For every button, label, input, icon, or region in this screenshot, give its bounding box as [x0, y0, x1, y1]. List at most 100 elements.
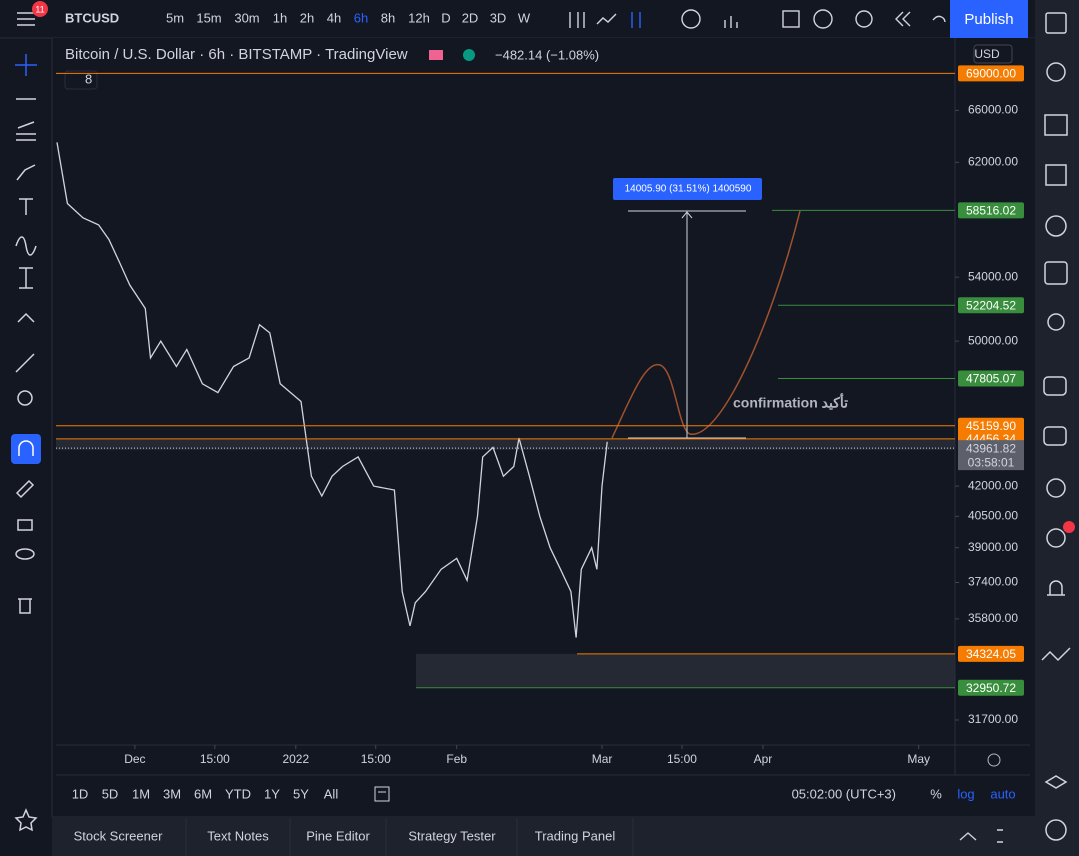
interval[interactable]: 30m	[234, 10, 259, 25]
publish-button[interactable]	[950, 0, 1028, 38]
y-tick-label: 62000.00	[968, 154, 1018, 168]
currency-button[interactable]	[973, 44, 1013, 64]
interval[interactable]: 2D	[462, 10, 479, 25]
alerts[interactable]	[1046, 62, 1066, 82]
publish-label[interactable]: Publish	[964, 11, 1013, 28]
indicators-toggle[interactable]	[64, 70, 98, 90]
favorites[interactable]	[14, 808, 38, 832]
level-label: 47805.07	[966, 372, 1016, 386]
indicator-count[interactable]: 8	[85, 71, 92, 86]
undo[interactable]	[932, 15, 946, 23]
indicators[interactable]	[724, 16, 738, 28]
panel-tab[interactable]: Stock Screener	[74, 828, 164, 843]
range-button[interactable]: All	[324, 786, 339, 801]
interval[interactable]: D	[441, 10, 450, 25]
ruler-tool[interactable]	[15, 353, 35, 373]
range-button[interactable]: YTD	[225, 786, 251, 801]
trading[interactable]	[1041, 647, 1071, 662]
panel-controls[interactable]	[959, 829, 1003, 843]
interval[interactable]: 1h	[273, 10, 287, 25]
zoom-tool[interactable]	[17, 390, 33, 406]
interval[interactable]: 2h	[300, 10, 314, 25]
interval[interactable]: 5m	[166, 10, 184, 25]
flag	[429, 50, 443, 60]
chat[interactable]	[1043, 426, 1067, 446]
range-button[interactable]: 1D	[72, 786, 89, 801]
streams[interactable]	[1046, 528, 1066, 548]
y-tick-label: 42000.00	[968, 478, 1018, 492]
trash-tool[interactable]	[18, 598, 32, 614]
y-tick-label: 66000.00	[968, 103, 1018, 117]
symbol-alert[interactable]	[813, 9, 833, 29]
symbol[interactable]: BTCUSD	[65, 10, 119, 25]
data-window[interactable]	[1045, 164, 1067, 186]
replay[interactable]	[895, 11, 911, 27]
scale-option[interactable]: log	[957, 786, 974, 801]
crosshair-tool[interactable]	[15, 54, 37, 76]
chart-style[interactable]	[569, 12, 585, 28]
panel-tab[interactable]: Trading Panel	[535, 828, 616, 843]
x-tick-label: 15:00	[361, 752, 391, 766]
help[interactable]	[1045, 819, 1067, 841]
alert[interactable]	[855, 10, 873, 28]
panel-tab[interactable]: Pine Editor	[306, 828, 370, 843]
lock-draw-tool[interactable]	[15, 479, 35, 499]
magnet-tool[interactable]	[11, 434, 41, 464]
interval[interactable]: 6h	[354, 10, 368, 25]
fib-tool[interactable]	[16, 121, 36, 141]
interval[interactable]: 15m	[196, 10, 221, 25]
x-tick-label: Apr	[754, 752, 773, 766]
bar-style[interactable]	[631, 12, 641, 28]
pattern-tool[interactable]	[15, 236, 37, 256]
x-tick-label: Dec	[124, 752, 145, 766]
interval[interactable]: W	[518, 10, 531, 25]
interval[interactable]: 12h	[408, 10, 430, 25]
hotlist[interactable]	[1045, 215, 1067, 237]
settings[interactable]	[987, 753, 1001, 767]
currency[interactable]: USD	[974, 47, 1000, 61]
market-status	[463, 49, 475, 61]
layers[interactable]	[1044, 775, 1068, 789]
chats[interactable]	[1043, 376, 1067, 396]
line-style[interactable]	[596, 13, 617, 25]
level-label-bg	[958, 65, 1024, 82]
eye-tool[interactable]	[15, 548, 35, 560]
menu-icon[interactable]	[17, 12, 35, 26]
lock-tool[interactable]	[17, 519, 33, 531]
range-button[interactable]: 1M	[132, 786, 150, 801]
measure-tool[interactable]	[19, 267, 33, 289]
level-label: 52204.52	[966, 298, 1016, 312]
right-icons	[1041, 12, 1071, 841]
compare[interactable]	[681, 9, 701, 29]
brush-tool[interactable]	[17, 312, 35, 323]
date-range[interactable]	[374, 786, 390, 802]
news[interactable]	[1044, 114, 1068, 136]
chart-title: Bitcoin / U.S. Dollar · 6h · BITSTAMP · …	[65, 46, 408, 63]
level-label-bg	[958, 645, 1024, 662]
path-tool[interactable]	[16, 164, 36, 181]
ideas-stream[interactable]	[1046, 478, 1066, 498]
stream-dot	[1063, 521, 1075, 533]
interval[interactable]: 3D	[490, 10, 507, 25]
ideas[interactable]	[1047, 313, 1065, 331]
interval[interactable]: 8h	[381, 10, 395, 25]
watchlist[interactable]	[1045, 12, 1067, 34]
range-button[interactable]: 3M	[163, 786, 181, 801]
notifications[interactable]	[1047, 580, 1065, 596]
range-button[interactable]: 6M	[194, 786, 212, 801]
range-button[interactable]: 5D	[102, 786, 119, 801]
countdown: 03:58:01	[968, 455, 1015, 469]
x-tick-label: 15:00	[200, 752, 230, 766]
scale-option[interactable]: %	[930, 786, 942, 801]
scale-option[interactable]: auto	[990, 786, 1015, 801]
calendar[interactable]	[1044, 261, 1068, 285]
level-label-bg	[958, 679, 1024, 696]
layout[interactable]	[782, 10, 800, 28]
text-tool[interactable]	[19, 198, 33, 215]
panel-tab[interactable]: Strategy Tester	[408, 828, 496, 843]
panel-tab[interactable]: Text Notes	[207, 828, 269, 843]
interval[interactable]: 4h	[327, 10, 341, 25]
range-button[interactable]: 1Y	[264, 786, 280, 801]
range-button[interactable]: 5Y	[293, 786, 309, 801]
